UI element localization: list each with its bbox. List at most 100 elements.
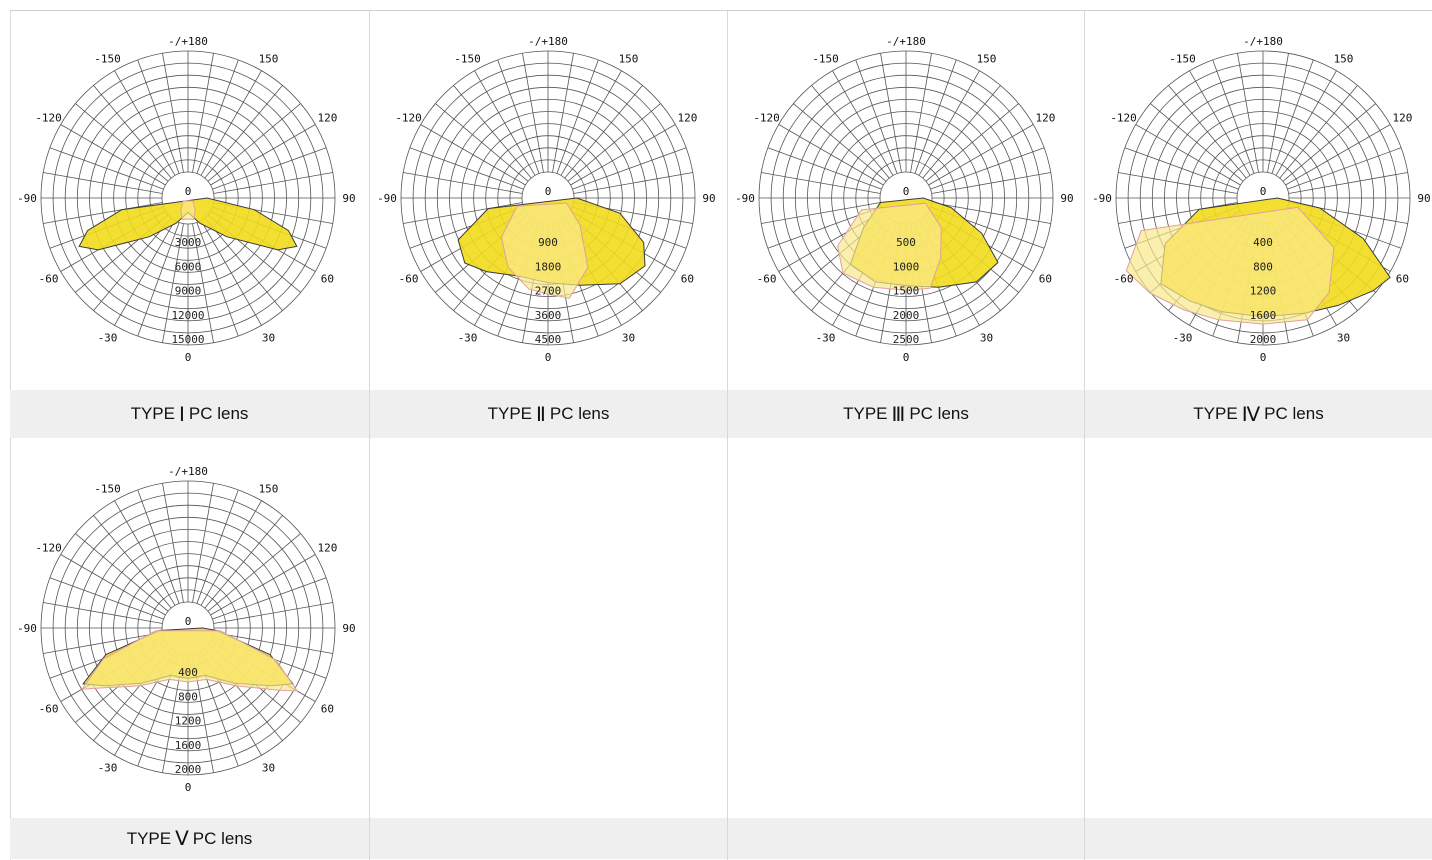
grid-spoke <box>93 217 172 311</box>
angle-label: 150 <box>1334 53 1354 66</box>
grid-spoke <box>435 103 529 182</box>
grid-spoke <box>192 53 214 173</box>
angle-label: 150 <box>977 53 997 66</box>
grid-spoke <box>522 53 544 173</box>
grid-spoke <box>761 202 881 224</box>
caption-empty <box>1085 818 1432 859</box>
grid-spoke <box>49 577 164 620</box>
center-label: 0 <box>1260 185 1267 198</box>
angle-label: 120 <box>1035 112 1055 125</box>
angle-label: 120 <box>317 112 337 125</box>
angle-label: -150 <box>1169 53 1196 66</box>
grid-spoke <box>213 632 333 654</box>
grid-spoke <box>1189 70 1251 176</box>
grid-spoke <box>855 59 898 174</box>
caption-roman: Ⅲ <box>891 403 906 426</box>
grid-spoke <box>93 85 172 179</box>
distribution-curve-2 <box>80 630 299 692</box>
divider <box>727 11 728 860</box>
grid-spoke <box>1150 103 1244 182</box>
angle-label: 30 <box>622 331 635 344</box>
angle-label: -/+180 <box>168 35 208 48</box>
angle-label: -150 <box>94 53 121 66</box>
grid-spoke <box>918 70 980 176</box>
ring-label: 1200 <box>1250 285 1277 298</box>
grid-spoke <box>1288 172 1408 194</box>
grid-spoke <box>114 500 176 606</box>
grid-spoke <box>137 489 180 604</box>
ring-label: 900 <box>538 236 558 249</box>
ring-label: 12000 <box>171 309 204 322</box>
grid-spoke <box>573 172 693 194</box>
angle-label: 0 <box>185 351 192 364</box>
angle-label: -150 <box>454 53 481 66</box>
grid-spoke <box>210 124 316 186</box>
grid-spoke <box>925 103 1019 182</box>
grid-spoke <box>204 217 283 311</box>
grid-spoke <box>162 223 184 343</box>
grid-spoke <box>1212 59 1255 174</box>
grid-spoke <box>75 533 169 612</box>
angle-label: -90 <box>17 622 37 635</box>
grid-spoke <box>192 483 214 603</box>
ring-label: 1000 <box>893 260 920 273</box>
angle-label: 120 <box>317 542 337 555</box>
angle-label: 120 <box>1392 112 1412 125</box>
caption-roman: Ⅳ <box>1241 403 1261 426</box>
ring-label: 2000 <box>1250 333 1277 346</box>
angle-label: 60 <box>681 273 694 286</box>
angle-label: 90 <box>702 192 715 205</box>
grid-spoke <box>914 59 957 174</box>
angle-label: 150 <box>259 483 279 496</box>
caption-prefix: TYPE <box>843 404 888 423</box>
caption-roman: Ⅰ <box>178 403 185 426</box>
grid-spoke <box>1282 103 1376 182</box>
grid-spoke <box>793 103 887 182</box>
caption-roman: Ⅴ <box>175 828 189 850</box>
grid-spoke <box>60 554 166 616</box>
grid-spoke <box>43 602 163 624</box>
angle-label: 90 <box>342 622 355 635</box>
angle-label: 60 <box>321 273 334 286</box>
ring-label: 500 <box>896 236 916 249</box>
grid-spoke <box>196 59 239 174</box>
grid-spoke <box>162 53 184 173</box>
grid-spoke <box>43 202 163 224</box>
caption-suffix: PC lens <box>188 404 249 423</box>
angle-label: -/+180 <box>528 35 568 48</box>
grid-spoke <box>778 124 884 186</box>
grid-spoke <box>930 147 1045 190</box>
caption-prefix: TYPE <box>126 828 172 848</box>
ring-label: 1500 <box>893 285 920 298</box>
distribution-curve-1 <box>78 197 298 251</box>
polar-chart-type-1: 0 3000 6000 9000 12000 15000 -/+180 150 120 90 60 3… <box>17 35 356 364</box>
ring-label: 1800 <box>535 260 562 273</box>
grid-spoke <box>204 85 283 179</box>
grid-spoke <box>212 577 327 620</box>
angle-label: 60 <box>1396 273 1409 286</box>
divider <box>369 11 370 860</box>
angle-label: -60 <box>757 273 777 286</box>
grid-spoke <box>567 103 661 182</box>
caption-type-5: TYPE Ⅴ PC lens <box>10 818 369 859</box>
grid-spoke <box>922 85 1001 179</box>
caption-type-4: TYPE Ⅳ PC lens <box>1085 390 1432 438</box>
grid-spoke <box>114 70 176 176</box>
angle-label: 0 <box>545 351 552 364</box>
angle-label: -30 <box>1173 331 1193 344</box>
distribution-curve-2 <box>180 200 196 220</box>
grid-spoke <box>1275 70 1337 176</box>
grid-spoke <box>1135 124 1241 186</box>
caption-suffix: PC lens <box>1264 404 1324 423</box>
ring-label: 1600 <box>1250 309 1277 322</box>
angle-label: -120 <box>35 112 62 125</box>
grid-spoke <box>1168 85 1247 179</box>
grid-spoke <box>931 172 1051 194</box>
grid-spoke <box>213 172 333 194</box>
grid-spoke <box>207 103 301 182</box>
grid-spoke <box>207 533 301 612</box>
grid-spoke <box>43 172 163 194</box>
angle-label: -/+180 <box>1243 35 1283 48</box>
distribution-curve-2 <box>500 202 589 299</box>
grid-spoke <box>200 70 262 176</box>
